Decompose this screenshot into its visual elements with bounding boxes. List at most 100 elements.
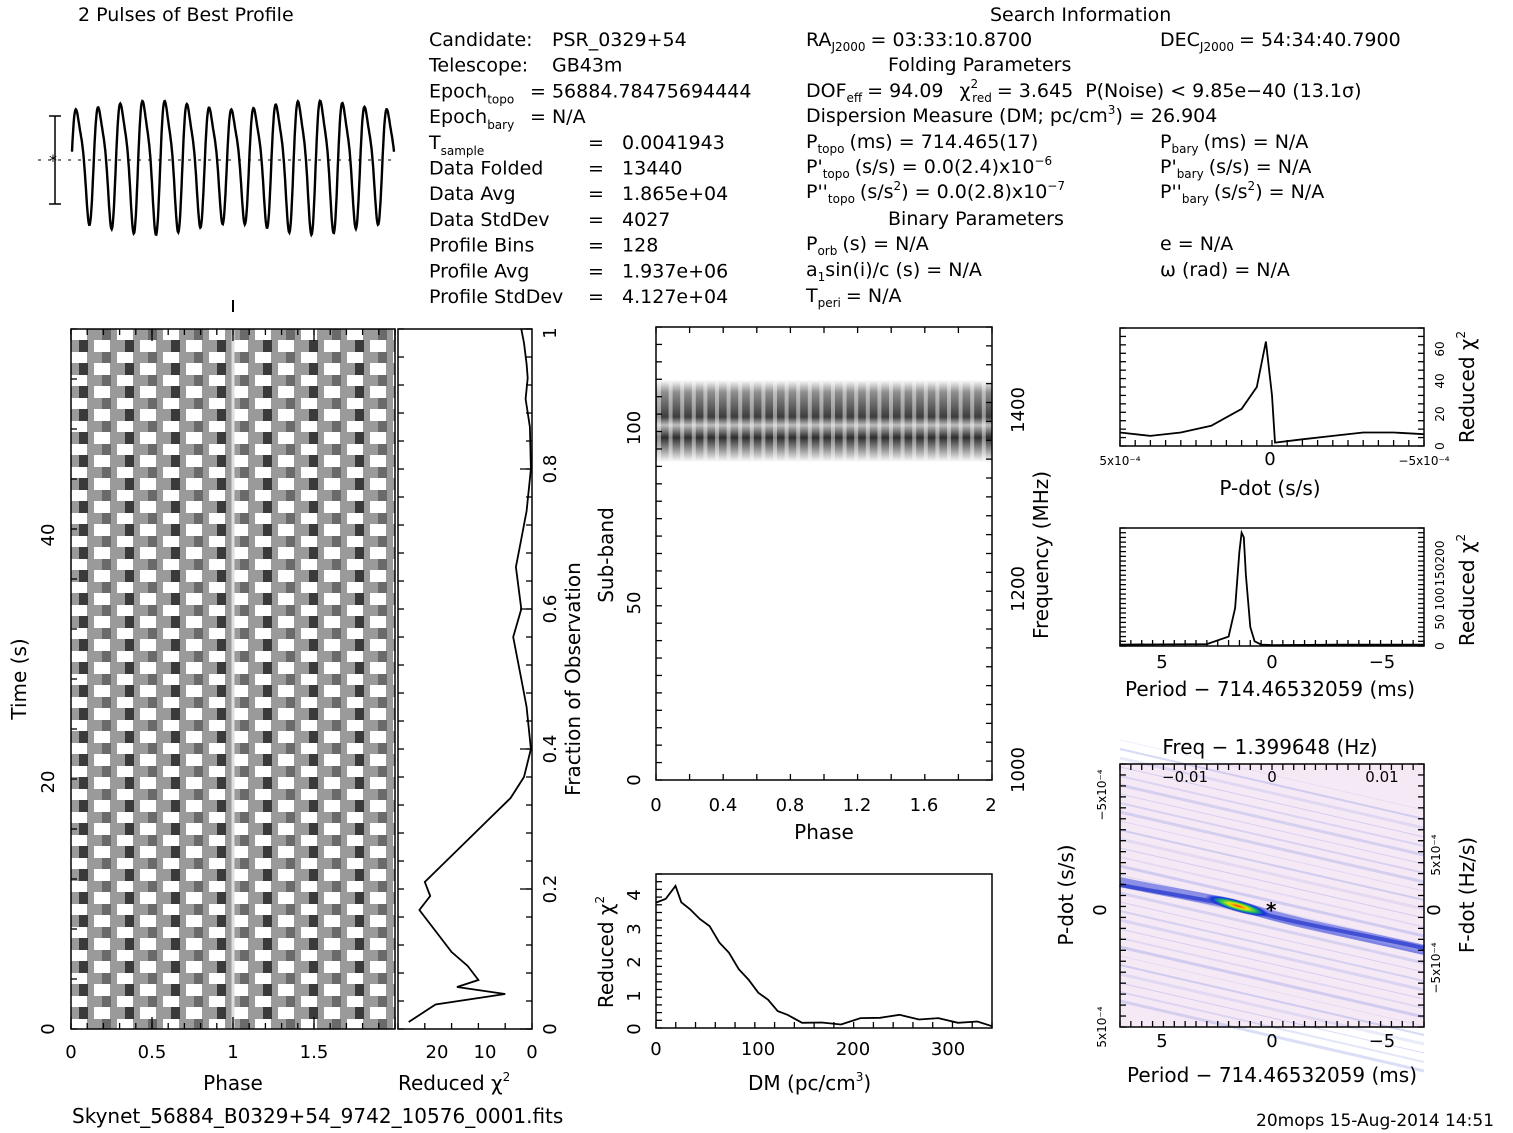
info-row-label: Candidate: <box>429 29 533 51</box>
svg-text:Tperi= N/A: Tperi = N/A <box>805 285 901 310</box>
svg-text:0: 0 <box>540 1023 561 1034</box>
svg-text:0: 0 <box>1433 642 1447 650</box>
subint-chi2-line <box>408 328 532 1023</box>
svg-text:150: 150 <box>1433 564 1447 587</box>
info-row-value: = 128 <box>588 235 658 257</box>
svg-text:4: 4 <box>624 889 645 900</box>
info-row-label: Profile StdDev <box>429 286 563 308</box>
svg-text:20: 20 <box>1433 406 1447 421</box>
svg-text:3: 3 <box>624 923 645 934</box>
svg-text:0: 0 <box>1433 442 1447 450</box>
svg-text:1.5: 1.5 <box>300 1042 329 1063</box>
svg-text:0.01: 0.01 <box>1365 768 1398 786</box>
info-row-value: = 1.865e+04 <box>588 183 728 205</box>
time-phase-xlabel: Phase <box>203 1071 263 1095</box>
svg-text:RAJ2000= 03:33:10.8700: RAJ2000 = 03:33:10.8700 <box>806 29 1032 54</box>
dm-chi2-line <box>655 884 993 1028</box>
info-row-value: = 56884.78475694444 <box>530 80 751 102</box>
info-row-label: Epochtopo <box>429 80 514 106</box>
period-pdot-panel: * 5 0 −5 Period − 714.46532059 (ms) −0.0… <box>1054 735 1479 1087</box>
heatmap-top-label: Freq − 1.399648 (Hz) <box>1162 735 1377 759</box>
svg-text:−5x10⁻⁴: −5x10⁻⁴ <box>1095 769 1109 820</box>
svg-text:P'bary(s/s) = N/A: P'bary (s/s) = N/A <box>1160 156 1311 181</box>
dm-chi2-panel: 0 100 200 300 DM (pc/cm3) 0 1 2 3 4 Redu… <box>593 873 993 1095</box>
time-axis-label: Time (s) <box>7 638 31 720</box>
svg-text:100: 100 <box>624 411 645 445</box>
svg-text:0: 0 <box>1090 904 1111 915</box>
svg-text:ω (rad) = N/A: ω (rad) = N/A <box>1160 259 1290 281</box>
svg-text:5x10⁻⁴: 5x10⁻⁴ <box>1099 454 1140 468</box>
fraction-axis-label: Fraction of Observation <box>561 562 585 796</box>
svg-text:0: 0 <box>624 1023 645 1034</box>
svg-text:DECJ2000= 54:34:40.7900: DECJ2000 = 54:34:40.7900 <box>1160 29 1401 54</box>
svg-text:−5x10⁻⁴: −5x10⁻⁴ <box>1429 942 1443 993</box>
file-name: Skynet_56884_B0329+54_9742_10576_0001.fi… <box>72 1104 563 1128</box>
svg-text:100: 100 <box>741 1039 775 1060</box>
svg-text:0.8: 0.8 <box>776 795 805 816</box>
svg-text:1.6: 1.6 <box>910 795 939 816</box>
info-row-value: = 4027 <box>588 209 670 231</box>
pdot-xlabel: P-dot (s/s) <box>1219 476 1320 500</box>
svg-text:60: 60 <box>1433 341 1447 356</box>
svg-text:a1sin(i)/c (s) = N/A: a1sin(i)/c (s) = N/A <box>806 259 982 284</box>
svg-text:40: 40 <box>1433 373 1447 388</box>
svg-text:0: 0 <box>1424 904 1445 915</box>
heatmap-left-label: P-dot (s/s) <box>1054 844 1078 945</box>
binary-params-heading: Binary Parameters <box>888 208 1064 230</box>
info-right-block: RAJ2000 = 03:33:10.8700 DECJ2000 = 54:34:4… <box>805 29 1401 310</box>
svg-text:0.5: 0.5 <box>138 1042 167 1063</box>
svg-text:0: 0 <box>650 1039 661 1060</box>
info-row-value: = 1.937e+06 <box>588 260 728 282</box>
svg-text:300: 300 <box>931 1039 965 1060</box>
svg-text:5: 5 <box>1156 652 1167 673</box>
pdot-chi2-panel: 5x10⁻⁴ 0 −5x10⁻⁴ P-dot (s/s) 0 20 40 60 … <box>1099 327 1479 500</box>
footer-stamp: 20mops 15-Aug-2014 14:51 <box>1256 1111 1494 1131</box>
svg-text:Dispersion Measure (DM; pc/cm3: Dispersion Measure (DM; pc/cm3) = 26.904 <box>806 103 1217 127</box>
heatmap-peak <box>1205 894 1271 918</box>
svg-text:P''topo(s/s2) = 0.0(2.8)x10−7: P''topo (s/s2) = 0.0(2.8)x10−7 <box>806 179 1065 206</box>
dm-xlabel: DM (pc/cm3) <box>748 1070 871 1095</box>
heatmap-xlabel: Period − 714.46532059 (ms) <box>1127 1063 1417 1087</box>
svg-text:0: 0 <box>526 1042 537 1063</box>
info-row-value: = N/A <box>530 106 586 128</box>
svg-text:1000: 1000 <box>1008 747 1029 793</box>
info-row-value: = 4.127e+04 <box>588 286 728 308</box>
search-info-title: Search Information <box>990 4 1171 26</box>
svg-text:Ptopo(ms) = 714.465(17): Ptopo (ms) = 714.465(17) <box>806 131 1038 156</box>
svg-text:e = N/A: e = N/A <box>1160 233 1233 255</box>
svg-text:0: 0 <box>624 774 645 785</box>
subband-axis-label: Sub-band <box>594 507 618 603</box>
info-row-value: = 13440 <box>588 158 682 180</box>
svg-text:0.8: 0.8 <box>540 455 561 484</box>
svg-text:Pbary(ms) = N/A: Pbary (ms) = N/A <box>1160 131 1308 156</box>
info-row-label: Epochbary <box>429 106 514 132</box>
info-row-label: Data Avg <box>429 183 516 205</box>
time-phase-panel: 0 0.5 1 1.5 Phase 0 20 40 Time (s) <box>7 300 396 1095</box>
info-row-label: Data Folded <box>429 158 543 180</box>
info-row-label: Profile Bins <box>429 235 534 257</box>
dm-ylabel: Reduced χ2 <box>593 896 618 1008</box>
period-chi2-line <box>1119 529 1424 647</box>
svg-text:0.4: 0.4 <box>540 735 561 764</box>
subband-phase-panel: 0 0.4 0.8 1.2 1.6 2 Phase 0 50 100 Sub-b… <box>594 326 1053 844</box>
pdot-chi2-line <box>1119 341 1425 444</box>
profile-line <box>70 99 396 238</box>
period-ylabel: Reduced χ2 <box>1454 534 1479 646</box>
svg-text:2: 2 <box>985 795 996 816</box>
svg-text:5: 5 <box>1156 1031 1167 1052</box>
svg-text:10: 10 <box>474 1042 497 1063</box>
subint-chi2-xlabel: Reduced χ2 <box>398 1070 510 1095</box>
svg-text:0: 0 <box>650 795 661 816</box>
svg-text:0: 0 <box>65 1042 76 1063</box>
svg-text:P'topo(s/s) = 0.0(2.4)x10−6: P'topo (s/s) = 0.0(2.4)x10−6 <box>806 154 1052 181</box>
info-row-label: Data StdDev <box>429 209 550 231</box>
svg-text:1200: 1200 <box>1008 566 1029 612</box>
svg-text:2: 2 <box>624 956 645 967</box>
svg-text:P''bary(s/s2) = N/A: P''bary (s/s2) = N/A <box>1160 179 1324 206</box>
svg-text:−5: −5 <box>1369 652 1396 673</box>
info-row-value: = 0.0041943 <box>588 132 725 154</box>
svg-text:20: 20 <box>38 771 59 794</box>
svg-text:200: 200 <box>1433 541 1447 564</box>
